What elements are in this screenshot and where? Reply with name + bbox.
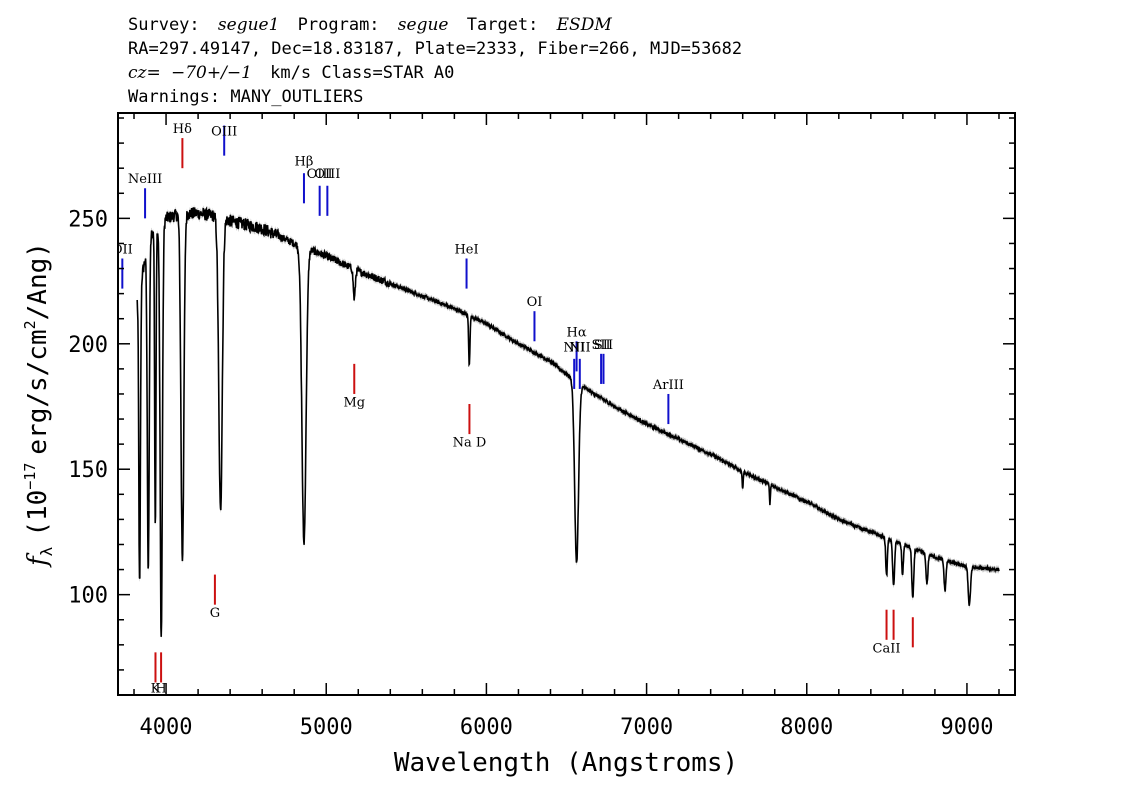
absorption-label-5: CaII (873, 641, 901, 656)
spectrum-line (136, 206, 1000, 637)
x-tick-label: 4000 (140, 715, 193, 740)
absorption-label-0: K (151, 681, 161, 696)
target-label: Target: (467, 15, 539, 35)
emission-label-2: Hδ (173, 122, 192, 137)
plot-frame (117, 112, 1016, 696)
header-line-3: cz= −70+/−1 km/s Class=STAR A0 (128, 63, 454, 83)
emission-label-9: NII (563, 340, 585, 355)
axes-layer: 4000 5000 6000 7000 8000 9000 100 150 200 250 (68, 112, 1016, 740)
absorption-label-4: Na D (453, 436, 487, 451)
emission-label-13: SII (594, 338, 613, 353)
emission-label-14: ArIII (652, 378, 684, 393)
survey-value: segue1 (218, 15, 280, 35)
x-axis-label: Wavelength (Angstroms) (394, 748, 738, 778)
emission-label-12: SII (592, 338, 611, 353)
error-band (137, 204, 999, 640)
program-label: Program: (298, 15, 380, 35)
cz-value: −70+/−1 (171, 63, 252, 83)
emission-label-7: HeI (454, 242, 478, 257)
emission-label-0: OII (112, 242, 133, 257)
header-line-4: Warnings: MANY_OUTLIERS (128, 87, 363, 107)
emission-label-8: OI (527, 295, 543, 310)
target-value: ESDM (556, 15, 613, 35)
absorption-label-3: Mg (343, 396, 365, 411)
plot-layer (136, 204, 1000, 640)
emission-label-10: Hα (567, 325, 587, 340)
x-tick-label: 5000 (300, 715, 353, 740)
y-tick-label: 150 (68, 458, 108, 483)
emission-label-3: OIII (211, 125, 237, 140)
emission-label-6: OIII (314, 167, 340, 182)
line-markers-layer (121, 125, 914, 683)
x-tick-label: 6000 (460, 715, 513, 740)
y-axis-label: fλ(10−17erg/s/cm2/Ang) (21, 242, 56, 568)
x-tick-label: 8000 (780, 715, 833, 740)
absorption-label-1: H (155, 681, 166, 696)
x-tick-label: 9000 (940, 715, 993, 740)
program-value: segue (398, 15, 449, 35)
emission-label-11: NII (569, 340, 591, 355)
cz-units: km/s Class=STAR A0 (270, 63, 454, 83)
y-tick-label: 200 (68, 333, 108, 358)
emission-label-1: NeIII (128, 172, 162, 187)
emission-label-4: Hβ (295, 155, 314, 170)
header-line-2: RA=297.49147, Dec=18.83187, Plate=2333, … (128, 39, 742, 59)
y-tick-label: 250 (68, 207, 108, 232)
y-tick-label: 100 (68, 584, 108, 609)
emission-label-5: OIII (307, 167, 333, 182)
survey-label: Survey: (128, 15, 200, 35)
absorption-label-2: G (210, 606, 220, 621)
header-line-1: Survey: segue1 Program: segue Target: ES… (128, 15, 612, 35)
cz-label: cz= (128, 63, 161, 83)
x-tick-label: 7000 (620, 715, 673, 740)
